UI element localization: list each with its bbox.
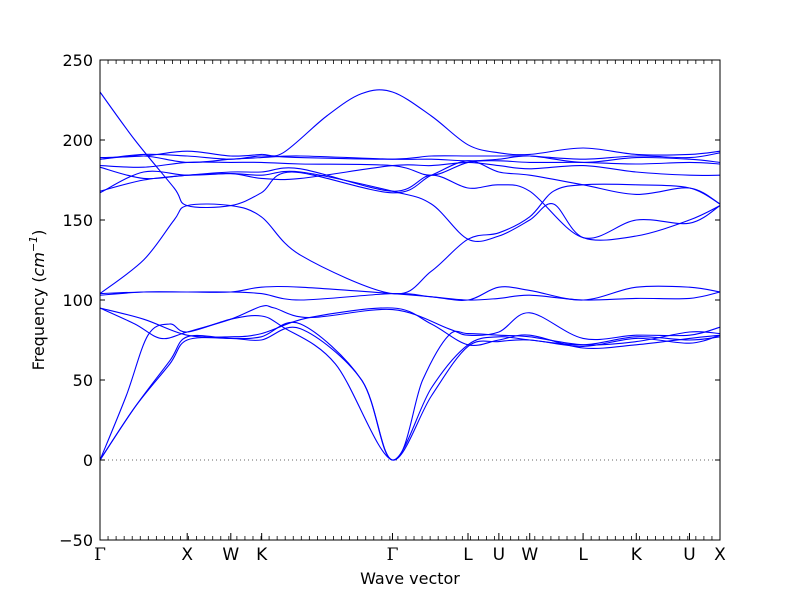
x-symmetry-label: U: [493, 545, 505, 565]
y-tick-label: 200: [62, 131, 93, 150]
x-symmetry-label: X: [181, 545, 193, 565]
y-axis-label-unit: cm: [29, 252, 48, 276]
phonon-band-8: [99, 183, 721, 295]
x-symmetry-label: U: [683, 545, 695, 565]
phonon-band-16: [99, 89, 721, 159]
y-tick-labels: −50 0 50 100 150 200 250: [59, 51, 93, 550]
x-symmetry-label: Γ: [387, 545, 399, 565]
phonon-band-14: [99, 155, 721, 163]
y-axis-label: Frequency (cm−1): [27, 230, 48, 371]
x-symmetry-label: L: [578, 545, 588, 565]
y-axis-label-exponent: −1: [27, 236, 40, 252]
phonon-band-15: [99, 152, 721, 160]
x-symmetry-label: W: [222, 545, 239, 565]
y-axis-label-base: Frequency (: [29, 276, 48, 370]
y-tick-label: 50: [73, 371, 93, 390]
x-axis-label: Wave vector: [360, 569, 460, 588]
x-symmetry-label: X: [714, 545, 726, 565]
phonon-band-3: [99, 315, 721, 461]
phonon-band-5: [99, 307, 721, 349]
x-symmetry-label: K: [256, 545, 268, 565]
x-symmetry-label: L: [463, 545, 473, 565]
y-tick-label: 250: [62, 51, 93, 70]
y-axis-label-close: ): [29, 230, 48, 236]
phonon-band-9: [99, 91, 721, 209]
bands-layer: [99, 89, 721, 461]
y-tick-label: −50: [59, 531, 93, 550]
y-tick-label: 0: [83, 451, 93, 470]
x-symmetry-label: W: [521, 545, 538, 565]
x-symmetry-label: Γ: [94, 545, 106, 565]
phonon-band-4: [99, 305, 721, 341]
y-tick-label: 150: [62, 211, 93, 230]
phonon-band-12: [99, 161, 721, 181]
x-symmetry-label: K: [631, 545, 643, 565]
plot-frame: [99, 59, 721, 541]
phonon-band-7: [99, 285, 721, 301]
y-tick-label: 100: [62, 291, 93, 310]
